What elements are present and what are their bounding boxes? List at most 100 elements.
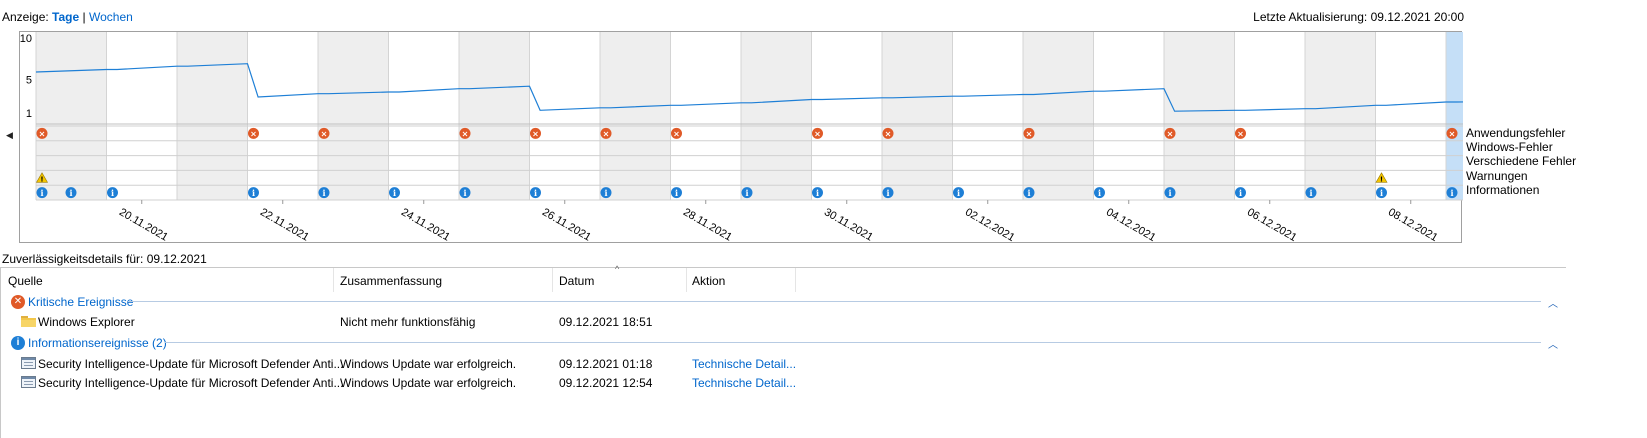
day-column bbox=[1093, 32, 1164, 200]
view-weeks-link[interactable]: Wochen bbox=[88, 10, 133, 24]
info-icon bbox=[1094, 187, 1105, 199]
day-column bbox=[1305, 32, 1376, 200]
info-glyph: i bbox=[393, 188, 396, 198]
collapse-chevron-icon[interactable]: ︿ bbox=[1548, 299, 1558, 310]
update-window-icon bbox=[21, 357, 36, 369]
column-divider[interactable] bbox=[795, 268, 796, 292]
collapse-chevron-icon[interactable]: ︿ bbox=[1548, 340, 1558, 351]
app-error-icon bbox=[530, 127, 541, 139]
view-days-link[interactable]: Tage bbox=[52, 10, 80, 24]
column-divider[interactable] bbox=[552, 268, 553, 292]
info-icon bbox=[318, 187, 330, 199]
info-glyph: i bbox=[886, 188, 889, 198]
date-label: 08.12.2021 bbox=[1386, 206, 1440, 244]
column-divider[interactable] bbox=[333, 268, 334, 292]
day-column bbox=[952, 32, 1023, 200]
info-icon bbox=[389, 187, 400, 199]
info-glyph: i bbox=[745, 188, 748, 198]
column-header-date[interactable]: Datum bbox=[559, 274, 595, 288]
day-column bbox=[882, 32, 953, 200]
group-information-events[interactable]: Informationsereignisse (2) bbox=[28, 336, 167, 350]
date-label: 22.11.2021 bbox=[258, 206, 311, 244]
scroll-left-arrow-icon[interactable]: ◀ bbox=[6, 130, 13, 140]
info-glyph: i bbox=[1309, 188, 1312, 198]
column-divider[interactable] bbox=[686, 268, 687, 292]
info-glyph: i bbox=[1450, 188, 1453, 198]
day-column bbox=[388, 32, 459, 200]
date-label: 28.11.2021 bbox=[681, 206, 734, 244]
row-source[interactable]: Security Intelligence-Update für Microso… bbox=[38, 376, 344, 390]
row-source[interactable]: Security Intelligence-Update für Microso… bbox=[38, 357, 344, 371]
info-glyph: i bbox=[1027, 188, 1030, 198]
info-icon bbox=[1305, 187, 1317, 199]
app-error-glyph: × bbox=[462, 129, 469, 138]
reliability-chart: 10 5 1 × × × × × × × × × × × × ×!! i i i i i i i i i i i i i i i i i i i i i… bbox=[19, 31, 1463, 244]
day-column bbox=[247, 32, 318, 200]
sort-ascending-icon: ^ bbox=[615, 264, 620, 274]
day-column[interactable] bbox=[1446, 32, 1463, 200]
info-glyph: i bbox=[675, 188, 678, 198]
app-error-icon bbox=[36, 127, 48, 139]
info-icon bbox=[741, 187, 753, 199]
app-error-glyph: × bbox=[814, 129, 821, 138]
info-glyph: i bbox=[1168, 188, 1171, 198]
y-tick-label: 10 bbox=[20, 33, 32, 45]
date-label: 02.12.2021 bbox=[963, 206, 1017, 244]
day-column bbox=[177, 32, 248, 200]
row-source[interactable]: Windows Explorer bbox=[38, 315, 135, 329]
app-error-glyph: × bbox=[1449, 129, 1456, 138]
warning-glyph: ! bbox=[40, 175, 43, 183]
app-error-glyph: × bbox=[673, 129, 680, 138]
row-summary: Windows Update war erfolgreich. bbox=[340, 357, 517, 371]
day-column bbox=[318, 32, 389, 200]
app-error-icon bbox=[600, 127, 612, 139]
details-list bbox=[0, 267, 1566, 438]
app-error-icon bbox=[459, 127, 471, 139]
technical-details-link[interactable]: Technische Detail... bbox=[692, 376, 797, 390]
view-switch: Anzeige: Tage | Wochen bbox=[2, 10, 133, 24]
reliability-chart-svg[interactable]: 10 5 1 × × × × × × × × × × × × ×! ! i i i i i i i i i i i i i i i i i i i i i… bbox=[20, 32, 1463, 244]
critical-error-icon: ✕ bbox=[11, 295, 25, 309]
app-error-icon bbox=[882, 127, 894, 139]
day-column bbox=[600, 32, 671, 200]
date-label: 06.12.2021 bbox=[1245, 206, 1299, 244]
y-tick-label: 1 bbox=[26, 108, 32, 120]
group-divider bbox=[128, 301, 1541, 302]
row-summary: Windows Update war erfolgreich. bbox=[340, 376, 517, 390]
info-glyph: i bbox=[322, 188, 325, 198]
legend-information: Informationen bbox=[1466, 183, 1540, 197]
info-icon bbox=[812, 187, 823, 199]
day-column bbox=[1375, 32, 1446, 200]
info-icon bbox=[248, 187, 259, 199]
update-window-icon bbox=[21, 376, 36, 388]
app-error-glyph: × bbox=[885, 129, 892, 138]
info-icon bbox=[600, 187, 612, 199]
date-label: 24.11.2021 bbox=[399, 206, 452, 244]
technical-details-link[interactable]: Technische Detail... bbox=[692, 357, 797, 371]
group-critical-events[interactable]: Kritische Ereignisse bbox=[28, 295, 134, 309]
info-glyph: i bbox=[957, 188, 960, 198]
info-glyph: i bbox=[111, 188, 114, 198]
day-column bbox=[106, 32, 177, 200]
column-header-source[interactable]: Quelle bbox=[8, 274, 43, 288]
row-summary: Nicht mehr funktionsfähig bbox=[340, 315, 476, 329]
app-error-glyph: × bbox=[250, 129, 257, 138]
column-header-summary[interactable]: Zusammenfassung bbox=[340, 274, 443, 288]
app-error-icon bbox=[318, 127, 330, 139]
y-tick-label: 5 bbox=[26, 75, 32, 87]
info-icon bbox=[1376, 187, 1387, 199]
date-label: 30.11.2021 bbox=[822, 206, 875, 244]
view-label: Anzeige: bbox=[2, 10, 49, 24]
info-glyph: i bbox=[463, 188, 466, 198]
info-glyph: i bbox=[1098, 188, 1101, 198]
info-icon bbox=[107, 187, 118, 199]
day-column bbox=[1023, 32, 1094, 200]
row-date: 09.12.2021 01:18 bbox=[559, 357, 653, 371]
info-icon: i bbox=[11, 336, 25, 350]
app-error-glyph: × bbox=[532, 129, 539, 138]
day-column bbox=[670, 32, 741, 200]
info-glyph: i bbox=[534, 188, 537, 198]
column-header-action[interactable]: Aktion bbox=[692, 274, 726, 288]
app-error-icon bbox=[1446, 127, 1458, 139]
info-glyph: i bbox=[816, 188, 819, 198]
